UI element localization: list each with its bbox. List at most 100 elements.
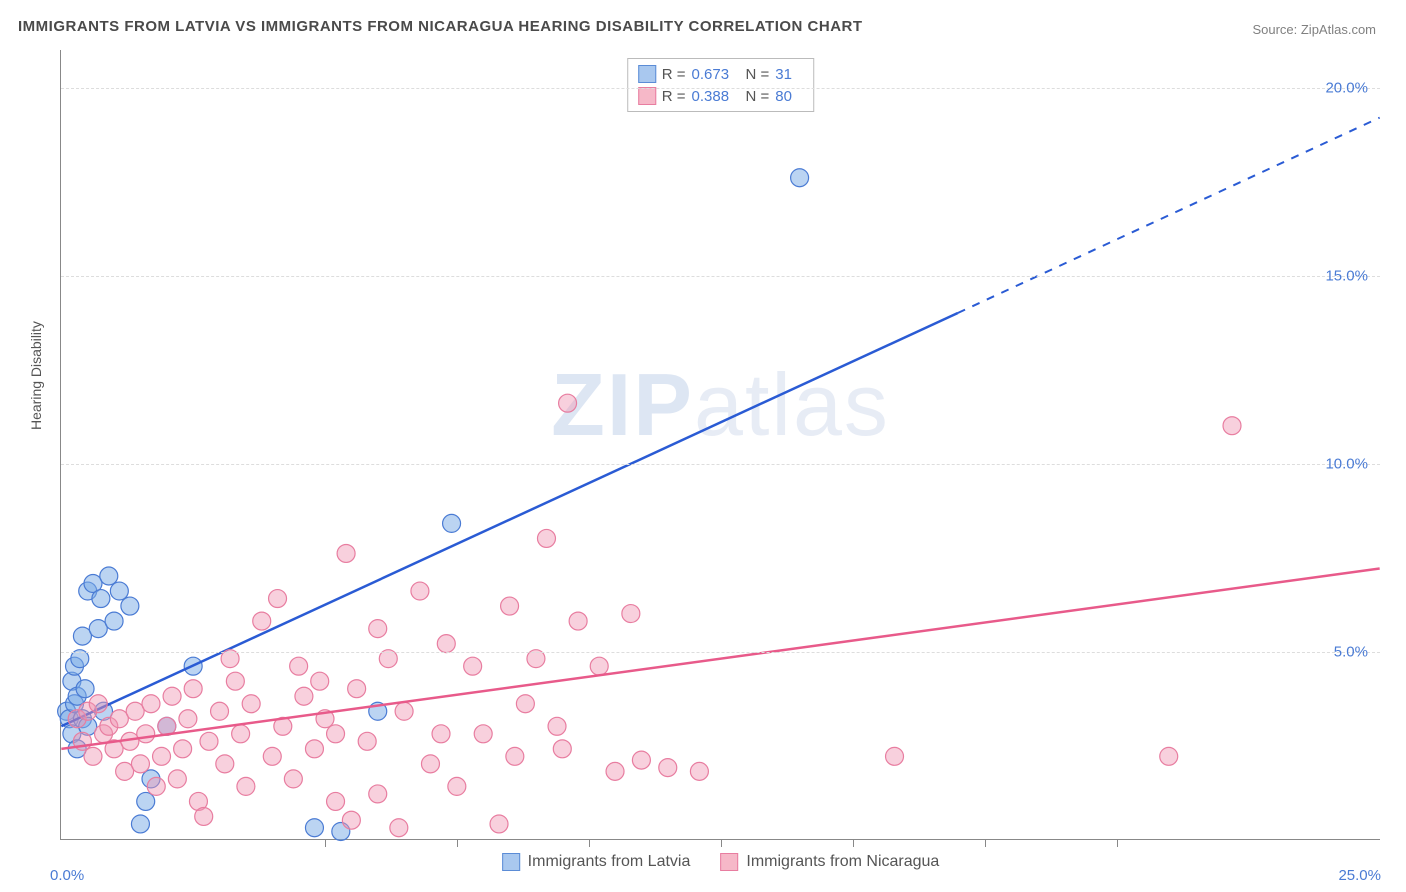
data-point [590,657,608,675]
r-value: 0.388 [692,88,740,105]
data-point [690,762,708,780]
n-label: N = [746,66,770,83]
data-point [153,747,171,765]
data-point [390,819,408,837]
data-point [195,807,213,825]
data-point [448,777,466,795]
data-point [174,740,192,758]
data-point [216,755,234,773]
data-point [237,777,255,795]
data-point [516,695,534,713]
scatter-plot: ZIPatlas R =0.673N =31R =0.388N =80 Immi… [60,50,1380,840]
data-point [89,620,107,638]
gridline [61,276,1380,277]
data-point [537,529,555,547]
data-point [137,792,155,810]
data-point [327,792,345,810]
data-point [490,815,508,833]
data-point [142,695,160,713]
data-point [358,732,376,750]
data-point [89,695,107,713]
data-point [232,725,250,743]
data-point [184,680,202,698]
data-point [305,819,323,837]
legend-swatch [638,87,656,105]
data-point [886,747,904,765]
data-point [253,612,271,630]
trend-line-dashed [958,118,1380,313]
data-point [342,811,360,829]
data-point [137,725,155,743]
y-tick-label: 15.0% [1325,267,1368,284]
data-point [791,169,809,187]
data-point [116,762,134,780]
data-point [92,590,110,608]
series-legend: Immigrants from Latvia Immigrants from Ni… [502,853,940,871]
data-point [147,777,165,795]
source-attribution: Source: ZipAtlas.com [1252,22,1376,37]
data-point [327,725,345,743]
x-tick [1117,839,1118,847]
trend-line [61,568,1379,748]
x-tick [853,839,854,847]
gridline [61,652,1380,653]
data-point [226,672,244,690]
data-point [211,702,229,720]
data-point [437,635,455,653]
data-point [163,687,181,705]
data-point [411,582,429,600]
data-point [305,740,323,758]
data-point [348,680,366,698]
data-point [369,785,387,803]
data-point [506,747,524,765]
r-label: R = [662,66,686,83]
data-point [569,612,587,630]
data-point [606,762,624,780]
data-point [242,695,260,713]
data-point [73,627,91,645]
data-point [432,725,450,743]
gridline [61,464,1380,465]
legend-item: Immigrants from Nicaragua [720,853,939,871]
stats-legend-row: R =0.673N =31 [638,63,804,85]
legend-swatch [720,853,738,871]
x-tick [721,839,722,847]
data-point [263,747,281,765]
gridline [61,88,1380,89]
data-point [548,717,566,735]
data-point [121,597,139,615]
data-point [290,657,308,675]
data-point [337,544,355,562]
y-tick-label: 20.0% [1325,79,1368,96]
data-point [84,747,102,765]
data-point [659,759,677,777]
n-value: 80 [775,88,803,105]
n-value: 31 [775,66,803,83]
data-point [131,815,149,833]
stats-legend: R =0.673N =31R =0.388N =80 [627,58,815,112]
y-tick-label: 5.0% [1334,643,1368,660]
legend-label: Immigrants from Nicaragua [746,853,939,871]
data-point [168,770,186,788]
data-point [110,582,128,600]
data-point [131,755,149,773]
data-point [421,755,439,773]
x-tick [589,839,590,847]
data-point [126,702,144,720]
data-point [284,770,302,788]
y-tick-label: 10.0% [1325,455,1368,472]
x-tick [325,839,326,847]
data-point [269,590,287,608]
n-label: N = [746,88,770,105]
data-point [76,680,94,698]
data-point [464,657,482,675]
chart-svg [61,50,1380,839]
y-axis-label: Hearing Disability [28,321,44,430]
data-point [100,567,118,585]
x-axis-min-label: 0.0% [50,867,84,884]
data-point [443,514,461,532]
legend-item: Immigrants from Latvia [502,853,691,871]
data-point [553,740,571,758]
x-axis-max-label: 25.0% [1338,867,1381,884]
data-point [369,620,387,638]
